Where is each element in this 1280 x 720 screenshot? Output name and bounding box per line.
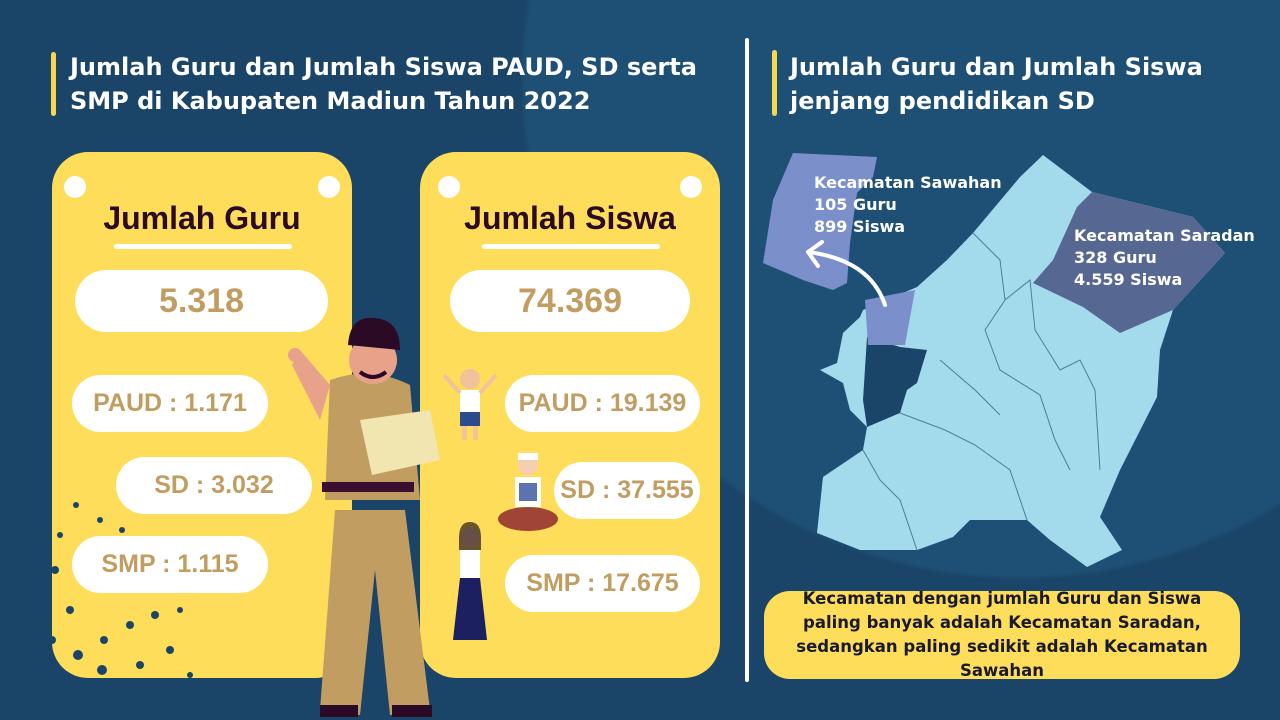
title-accent-bar: [772, 50, 777, 116]
sawahan-label: Kecamatan Sawahan 105 Guru 899 Siswa: [814, 172, 1002, 238]
saradan-siswa: 4.559 Siswa: [1074, 270, 1183, 289]
title-underline: [482, 244, 660, 249]
summary-note: Kecamatan dengan jumlah Guru dan Siswa p…: [764, 589, 1240, 680]
sawahan-siswa: 899 Siswa: [814, 217, 906, 236]
guru-paud: PAUD : 1.171: [72, 375, 268, 432]
right-title: Jumlah Guru dan Jumlah Siswa jenjang pen…: [790, 53, 1203, 115]
siswa-paud: PAUD : 19.139: [505, 375, 700, 432]
section-divider: [745, 38, 749, 682]
saradan-label: Kecamatan Saradan 328 Guru 4.559 Siswa: [1074, 225, 1255, 291]
saradan-guru: 328 Guru: [1074, 248, 1157, 267]
district-borders: [862, 232, 1101, 551]
guru-total: 5.318: [75, 270, 328, 332]
sawahan-guru: 105 Guru: [814, 195, 897, 214]
map-region-sawahan: [763, 153, 915, 345]
title-underline: [114, 244, 292, 249]
map-region-saradan: [1033, 192, 1225, 333]
card-hole: [64, 176, 86, 198]
siswa-total: 74.369: [450, 270, 690, 332]
guru-smp: SMP : 1.115: [72, 536, 268, 593]
siswa-card-title: Jumlah Siswa: [464, 200, 676, 236]
saradan-name: Kecamatan Saradan: [1074, 226, 1255, 245]
left-title: Jumlah Guru dan Jumlah Siswa PAUD, SD se…: [70, 53, 697, 115]
madiun-map: [763, 153, 1225, 567]
student-paud-illustration: [442, 369, 498, 440]
sawahan-name: Kecamatan Sawahan: [814, 173, 1002, 192]
card-hole: [318, 176, 340, 198]
title-accent-bar: [51, 52, 56, 116]
card-hole: [680, 176, 702, 198]
card-hole: [438, 176, 460, 198]
guru-sd: SD : 3.032: [116, 457, 312, 514]
siswa-sd: SD : 37.555: [554, 462, 700, 519]
guru-card-title: Jumlah Guru: [103, 200, 301, 236]
arrow-icon: [806, 240, 887, 307]
student-sd-illustration: [498, 453, 558, 531]
map-hole: [863, 337, 927, 427]
siswa-smp: SMP : 17.675: [505, 555, 700, 612]
summary-note-text: Kecamatan dengan jumlah Guru dan Siswa p…: [796, 589, 1208, 680]
student-smp-illustration: [453, 522, 487, 640]
teacher-illustration: [288, 317, 440, 717]
